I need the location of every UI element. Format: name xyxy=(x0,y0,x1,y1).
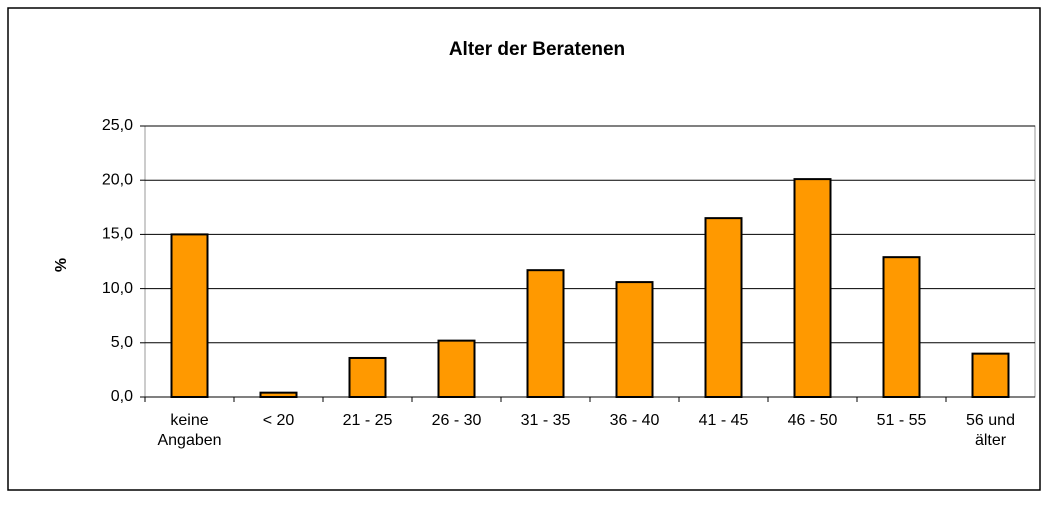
y-tick-label: 5,0 xyxy=(111,334,133,351)
bar xyxy=(259,391,298,399)
x-tick-label: 51 - 55 xyxy=(877,412,927,429)
bar xyxy=(793,178,832,398)
y-tick-label: 10,0 xyxy=(102,280,133,297)
x-tick-label: 46 - 50 xyxy=(788,412,838,429)
x-tick-label: < 20 xyxy=(263,412,295,429)
x-tick-label: 41 - 45 xyxy=(699,412,749,429)
bar xyxy=(437,339,476,398)
bar xyxy=(882,256,921,398)
chart-title: Alter der Beratenen xyxy=(449,39,625,60)
x-tick-label: 56 und älter xyxy=(966,412,1015,449)
x-tick-label: 36 - 40 xyxy=(610,412,660,429)
x-tick-label: 26 - 30 xyxy=(432,412,482,429)
bar xyxy=(615,281,654,399)
bar xyxy=(704,217,743,398)
y-tick-label: 25,0 xyxy=(102,117,133,134)
y-tick-label: 0,0 xyxy=(111,388,133,405)
x-tick-label: 21 - 25 xyxy=(343,412,393,429)
bar xyxy=(971,352,1010,399)
x-tick-label: keine Angaben xyxy=(157,412,221,449)
bar xyxy=(348,356,387,399)
y-tick-label: 15,0 xyxy=(102,226,133,243)
bar xyxy=(526,269,565,398)
x-tick-label: 31 - 35 xyxy=(521,412,571,429)
y-tick-label: 20,0 xyxy=(102,171,133,188)
y-axis-label: % xyxy=(53,258,70,272)
bar xyxy=(170,233,209,398)
